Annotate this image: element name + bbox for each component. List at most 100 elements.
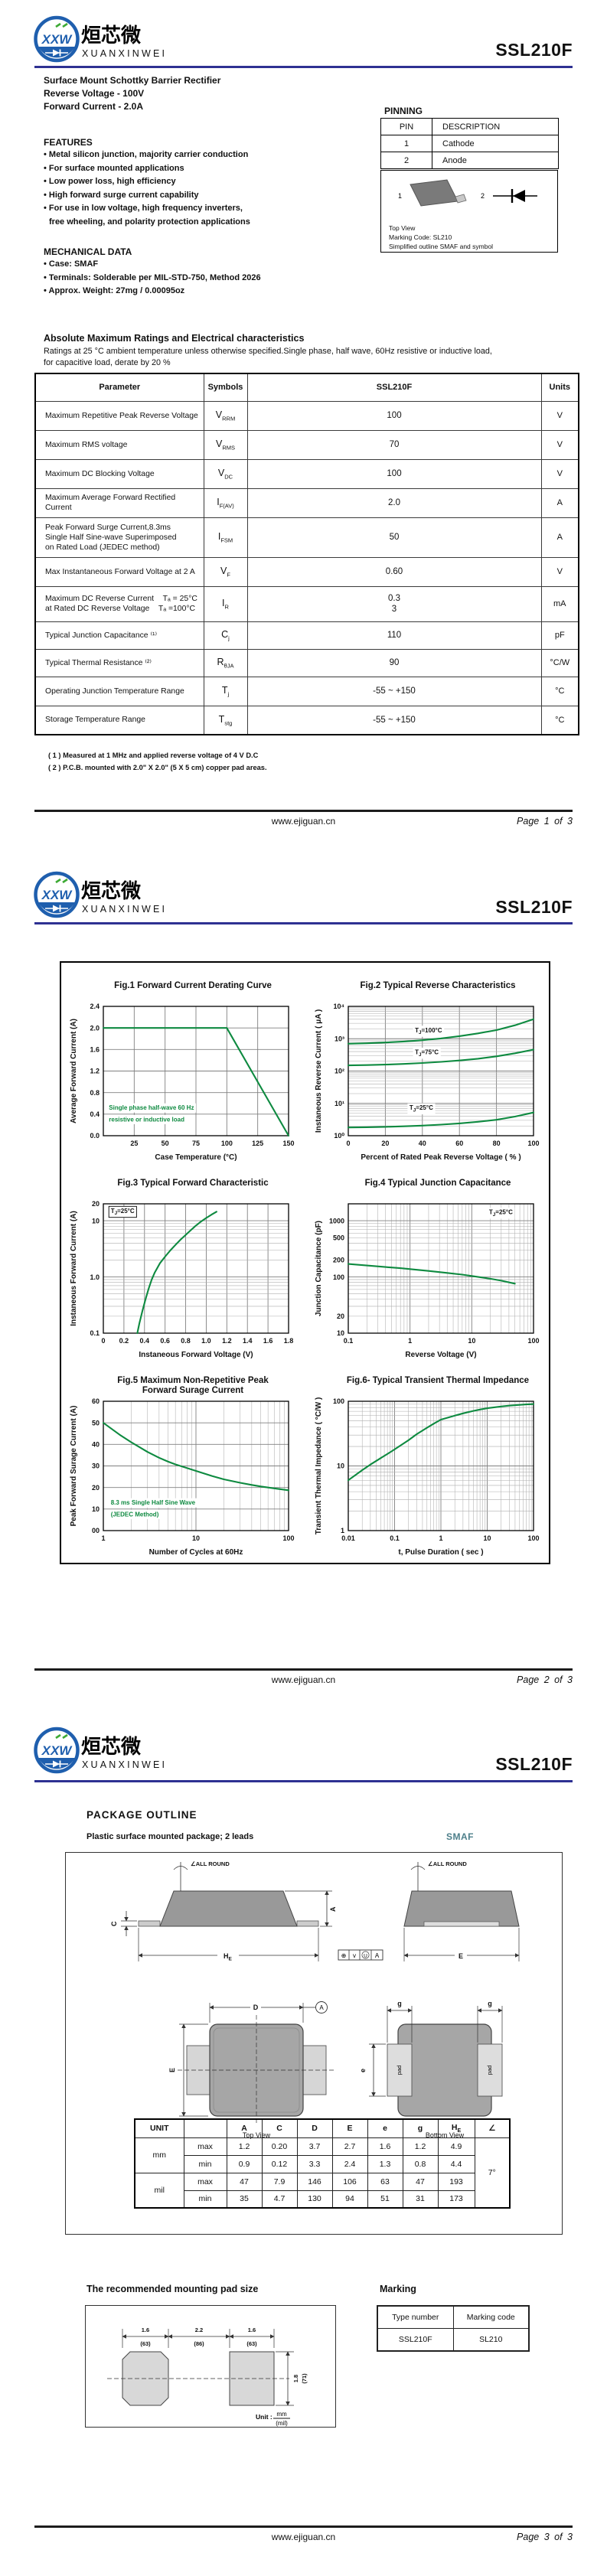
svg-text:10: 10	[468, 1337, 475, 1345]
svg-text:⊕: ⊕	[341, 1952, 347, 1959]
svg-text:10: 10	[483, 1534, 491, 1542]
svg-text:30: 30	[92, 1462, 100, 1470]
ratings-note-line: Ratings at 25 °C ambient temperature unl…	[44, 347, 492, 356]
dims-row-mm-max: mm max 1.2 0.20 3.7 2.7 1.6 1.2 4.9 7°	[134, 2137, 511, 2209]
pin-number: 1	[380, 135, 432, 152]
svg-text:0.4: 0.4	[90, 1110, 100, 1118]
svg-text:0.1: 0.1	[90, 1329, 100, 1337]
ratings-header-row: Parameter Symbols SSL210F Units	[34, 373, 579, 402]
website-link[interactable]: www.ejiguan.cn	[271, 816, 336, 827]
svg-text:100: 100	[527, 1534, 539, 1542]
header-logo-page1: XXW 烜芯微 XUANXINWEI	[33, 15, 194, 67]
svg-text:1: 1	[439, 1534, 442, 1542]
fig6-title: Fig.6- Typical Transient Thermal Impedan…	[346, 1376, 530, 1385]
dim-c-label: C	[110, 1921, 118, 1926]
feature-item: Metal silicon junction, majority carrier…	[44, 148, 365, 162]
svg-text:25: 25	[130, 1140, 138, 1147]
body-side-view	[159, 1890, 298, 1927]
figure-fig3: Fig.3 Typical Forward Characteristic 0 0.…	[67, 1179, 297, 1366]
dim-g-label: g	[488, 2000, 492, 2007]
figure-fig2: Fig.2 Typical Reverse Characteristics 0 2…	[312, 981, 542, 1169]
outline-caption: Marking Code: SL210	[389, 233, 452, 241]
svg-text:1.0: 1.0	[90, 1273, 100, 1281]
svg-text:1: 1	[408, 1337, 412, 1345]
mechanical-title: MECHANICAL DATA	[44, 246, 132, 257]
fig2-chart: 0 20 40 60 80 100 10⁰ 10¹ 10² 10³ 10⁴ Percent of Ra…	[315, 1003, 540, 1162]
dims-header-row: UNIT A C D E e g HE ∠	[134, 2118, 511, 2138]
brand-name-en: XUANXINWEI	[82, 48, 167, 59]
logo-diode-icon	[45, 905, 68, 912]
svg-text:80: 80	[493, 1140, 501, 1147]
svg-text:20: 20	[381, 1140, 389, 1147]
svg-text:60: 60	[455, 1140, 463, 1147]
ratings-row: Typical Junction Capacitance ⁽¹⁾ Cj 110 …	[34, 621, 579, 650]
part-number: SSL210F	[495, 1754, 573, 1774]
unit-numerator: mm	[276, 2411, 287, 2418]
svg-text:125: 125	[252, 1140, 263, 1147]
website-link[interactable]: www.ejiguan.cn	[271, 1674, 336, 1685]
features-list: Metal silicon junction, majority carrier…	[44, 148, 365, 229]
ratings-note-line: for capacitive load, derate by 20 %	[44, 358, 171, 367]
marking-title: Marking	[380, 2284, 416, 2294]
svg-text:1.8: 1.8	[284, 1337, 294, 1345]
svg-text:1: 1	[101, 1534, 105, 1542]
logo-green-accent	[62, 878, 68, 884]
svg-text:10: 10	[192, 1534, 200, 1542]
dims-row-mm-min: min 0.9 0.12 3.3 2.4 1.3 0.8 4.4	[135, 2154, 510, 2173]
logo-monogram: XXW	[41, 888, 73, 902]
bottom-view-pad-left	[387, 2043, 413, 2097]
svg-text:Reverse Voltage (V): Reverse Voltage (V)	[405, 1351, 476, 1359]
fig5-chart: 1 10 100 00 10 20 30 40 50 60 Number of Cycles at …	[70, 1397, 295, 1557]
diode-symbol-icon	[493, 189, 537, 203]
svg-text:10²: 10²	[335, 1068, 344, 1075]
ratings-row: Operating Junction Temperature Range Tj …	[34, 676, 579, 706]
svg-text:50: 50	[162, 1140, 169, 1147]
svg-text:1.6: 1.6	[90, 1046, 100, 1054]
page-number: Page 1 of 3	[517, 816, 573, 827]
logo-monogram: XXW	[41, 1743, 73, 1758]
ratings-note: Ratings at 25 °C ambient temperature unl…	[44, 346, 572, 369]
marking-row: SSL210F SL210	[377, 2328, 530, 2352]
col-header-symbols: Symbols	[203, 373, 248, 402]
svg-text:TJ=100°C: TJ=100°C	[415, 1027, 442, 1035]
mounting-pad-box: 1.6 (63) 2.2 (86) 1.6 (63) 1.8 (71) Unit…	[85, 2305, 336, 2428]
col-header-part: SSL210F	[246, 373, 542, 402]
unit-denominator: (mil)	[276, 2420, 288, 2427]
fig3-chart: 0 0.2 0.4 0.6 0.8 1.0 1.2 1.4 1.6 1.8 0.1 1.0 10 20 In…	[70, 1200, 294, 1359]
svg-text:Instaneous Reverse Current ( μ: Instaneous Reverse Current ( μA )	[315, 1009, 323, 1133]
footer-rule	[34, 2525, 573, 2528]
header-logo-page3: XXW 烜芯微 XUANXINWEI	[33, 1727, 194, 1778]
website-link[interactable]: www.ejiguan.cn	[271, 2532, 336, 2542]
package-drawing-box: ∠ALL ROUND C A HE ⊕ v U	[65, 1852, 563, 2235]
svg-text:Number of Cycles at 60Hz: Number of Cycles at 60Hz	[149, 1548, 243, 1557]
pin1-label: 1	[398, 192, 402, 200]
svg-text:Percent of Rated Peak Reverse: Percent of Rated Peak Reverse Voltage ( …	[361, 1153, 521, 1162]
package-outline-title: PACKAGE OUTLINE	[86, 1809, 197, 1821]
ratings-row: Max Instantaneous Forward Voltage at 2 A…	[34, 556, 579, 587]
fig1-chart: 25 50 75 100 125 150 0.0 0.4 0.8 1.2 1.6 2.0 2.4 Case…	[70, 1003, 295, 1162]
svg-text:0.1: 0.1	[390, 1534, 400, 1542]
exposed-pad	[423, 1921, 500, 1927]
subtitle-line: Reverse Voltage - 100V	[44, 88, 145, 99]
svg-text:10⁴: 10⁴	[334, 1003, 344, 1010]
pad-dim: 2.2	[195, 2327, 203, 2333]
pad-dim: 1.6	[142, 2327, 149, 2333]
svg-text:50: 50	[92, 1419, 100, 1427]
brand-name-cn: 烜芯微	[81, 879, 141, 902]
svg-text:0.8: 0.8	[90, 1089, 100, 1097]
logo-green-accent	[62, 1733, 68, 1740]
svg-text:0.2: 0.2	[119, 1337, 129, 1345]
type-number-value: SSL210F	[377, 2328, 454, 2352]
svg-text:10³: 10³	[335, 1035, 344, 1042]
pad-dim: (63)	[140, 2340, 151, 2347]
col-header-parameter: Parameter	[34, 373, 204, 402]
dim-a-label: A	[329, 1906, 337, 1912]
top-view-pad-right	[301, 2045, 327, 2095]
svg-text:0.01: 0.01	[341, 1534, 355, 1542]
logo-green-accent	[55, 22, 61, 28]
page-number: Page 2 of 3	[517, 1674, 573, 1685]
svg-text:20: 20	[92, 1200, 100, 1208]
logo-green-accent	[55, 1733, 61, 1740]
svg-text:75: 75	[192, 1140, 200, 1147]
